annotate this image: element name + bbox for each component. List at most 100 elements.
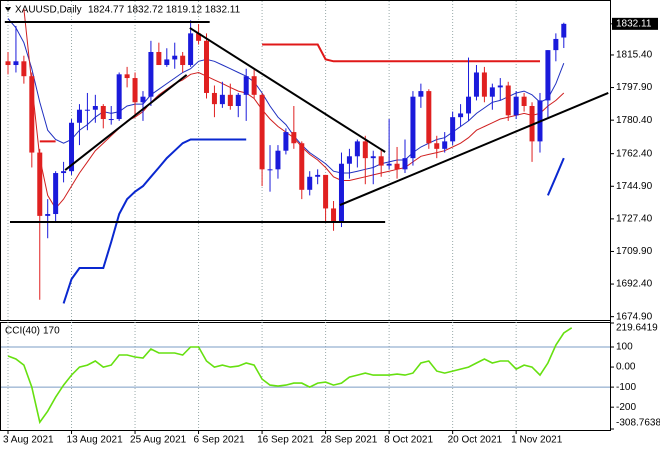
collapse-icon[interactable] [5,7,11,12]
y-tick-label: -308.7638 [616,418,660,429]
candle-body [211,92,217,105]
candle-body [196,33,202,41]
candle-body [219,94,225,105]
candle-body [323,174,329,209]
candle-body [100,105,106,120]
cci-title: CCI(40) [5,326,40,337]
x-tick-label: 13 Aug 2021 [67,435,124,446]
cci-value: 170 [43,326,60,337]
y-tick-label: -100 [616,382,636,393]
trendline [64,74,188,171]
candle-body [307,176,313,190]
candle-body [418,91,424,97]
y-tick-label: 1797.90 [616,82,653,93]
y-tick-label: 1832.11 [616,18,652,29]
trendline [189,27,386,153]
candle-body [545,50,551,101]
candle-body [346,156,352,164]
y-tick-label: 1727.40 [616,214,653,225]
candle-body [227,94,233,106]
y-tick-label: 1762.40 [616,148,653,159]
candle-body [442,141,448,149]
candle-body [354,141,360,157]
x-tick-label: 16 Sep 2021 [257,435,314,446]
y-tick-label: 100 [616,342,633,353]
candle-body [521,96,527,106]
candle-body [362,141,368,159]
current-price-box [612,17,658,30]
candle-body [116,74,122,120]
candle-body [394,163,400,170]
y-tick-label: 1780.40 [616,115,653,126]
candle-body [497,85,503,88]
x-tick-label: 8 Oct 2021 [384,435,433,446]
candle-body [243,76,249,95]
x-tick-label: 6 Sep 2021 [194,435,246,446]
candle-body [553,38,559,51]
x-tick-label: 25 Aug 2021 [130,435,187,446]
y-tick-label: -200 [616,402,636,413]
candle-body [204,40,209,93]
candle-body [386,163,392,166]
candle-body [402,158,408,170]
candle-body [180,55,186,66]
candle-body [561,23,567,38]
candle-body [37,152,43,216]
candle-body [172,55,178,60]
candle-body [259,94,265,170]
indicator-line [7,18,565,174]
candle-body [410,96,416,159]
y-tick-label: 0.00 [616,362,636,373]
candle-body [132,78,138,103]
candle-body [481,72,487,97]
candle-body [124,74,130,79]
x-tick-label: 20 Oct 2021 [448,435,503,446]
candle-body [370,156,376,159]
candle-body [76,109,82,123]
candle-body [156,51,162,66]
candle-body [283,132,289,151]
y-tick-label: 1692.40 [616,279,653,290]
y-tick-label: 1744.90 [616,181,653,192]
candle-body [434,143,440,149]
trendline [339,92,609,207]
indicator-line [62,138,565,304]
cci-line [7,327,573,425]
x-tick-label: 3 Aug 2021 [3,435,54,446]
y-tick-label: 1674.90 [616,311,653,322]
candle-body [188,33,194,66]
candle-body [61,171,67,174]
x-tick-label: 28 Sep 2021 [321,435,378,446]
candle-body [299,143,305,190]
y-tick-label: 1815.40 [616,50,653,61]
candle-body [148,51,154,97]
y-tick-label: 1709.90 [616,246,653,257]
x-tick-label: 1 Nov 2021 [511,435,563,446]
candle-body [473,72,479,97]
candle-body [338,163,344,222]
candle-body [164,59,170,66]
candle-body [426,91,432,144]
candle-body [291,132,297,144]
candle-body [13,61,19,66]
candle-body [92,105,98,110]
ohlc-values: 1824.77 1832.72 1819.12 1832.11 [88,5,241,16]
candle-body [489,87,495,97]
candle-body [5,61,11,66]
candle-body [45,214,51,216]
candle-body [140,96,146,103]
candle-body [275,150,281,170]
candle-body [331,208,337,222]
y-tick-label: 219.6419 [616,323,658,334]
candle-body [529,105,535,142]
candle-body [458,113,464,118]
candle-body [267,169,273,171]
indicator-line [39,43,540,143]
candle-body [108,119,114,121]
candle-body [378,156,384,166]
candle-body [29,76,35,153]
candle-body [450,117,456,142]
candle-body [21,61,27,77]
